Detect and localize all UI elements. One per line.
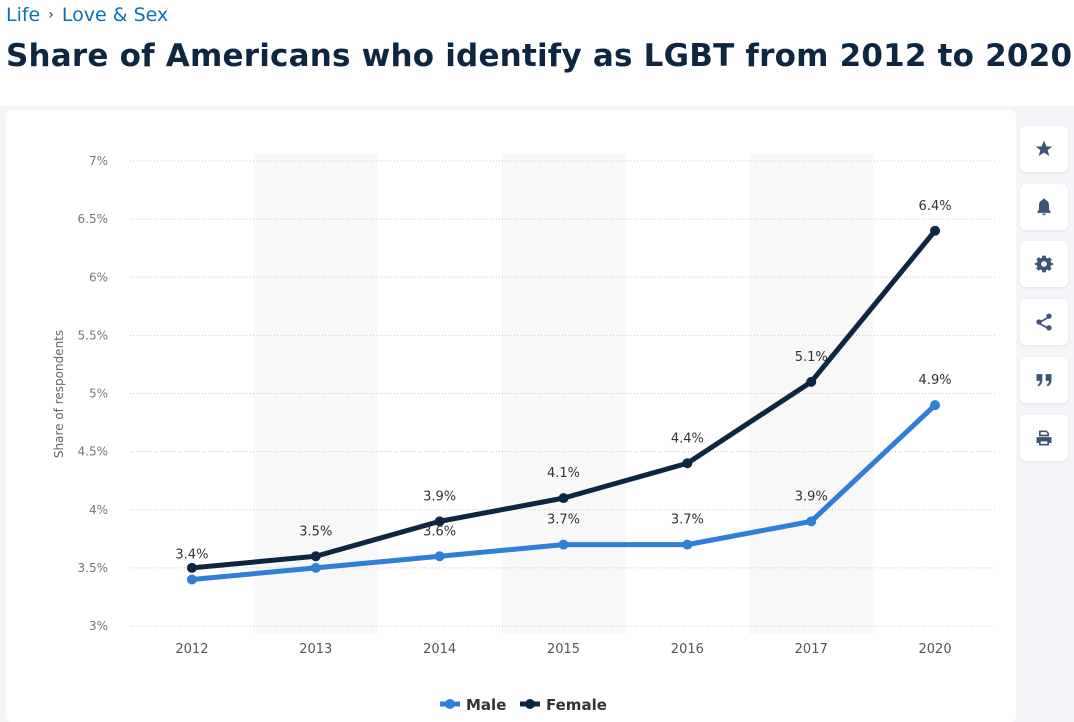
cite-button[interactable] — [1020, 357, 1068, 403]
bell-icon — [1037, 198, 1051, 216]
gear-icon — [1034, 255, 1054, 273]
data-labels: 3.4% 3.6% 3.7% 3.7% 3.9% 4.9% 3.5% 3.9% 4.1% 4.4%… — [175, 199, 951, 563]
x-tick-label: 2020 — [919, 642, 952, 657]
print-button[interactable] — [1020, 415, 1068, 461]
data-point-female — [930, 225, 941, 236]
data-label-male: 3.6% — [423, 524, 456, 539]
data-label-male: 3.7% — [671, 513, 704, 528]
legend-item-female[interactable]: Female — [520, 696, 607, 714]
legend-marker — [445, 699, 455, 709]
data-point-male — [434, 551, 445, 562]
data-label-male: 3.4% — [175, 548, 208, 563]
share-button[interactable] — [1020, 299, 1068, 345]
data-point-male — [930, 400, 941, 411]
data-point-male — [806, 516, 817, 527]
data-label-female: 6.4% — [919, 199, 952, 214]
data-point-female — [310, 551, 321, 562]
settings-button[interactable] — [1020, 241, 1068, 287]
data-point-female — [806, 376, 817, 387]
data-label-female: 5.1% — [795, 350, 828, 365]
data-point-male — [186, 574, 197, 585]
series-lines — [186, 225, 941, 585]
data-point-female — [434, 516, 445, 527]
x-axis-ticks: 2012 2013 2014 2015 2016 2017 2020 — [175, 642, 951, 657]
legend-item-male[interactable]: Male — [440, 696, 506, 714]
data-label-male: 3.7% — [547, 513, 580, 528]
legend[interactable]: Male Female — [440, 696, 607, 714]
x-tick-label: 2012 — [175, 642, 208, 657]
data-point-female — [186, 562, 197, 573]
legend-marker — [525, 699, 535, 709]
y-tick-label: 6% — [89, 270, 108, 284]
y-axis-label: Share of respondents — [52, 330, 66, 458]
grid-lines — [130, 160, 995, 627]
x-tick-label: 2015 — [547, 642, 580, 657]
x-tick-label: 2017 — [795, 642, 828, 657]
y-tick-label: 3% — [89, 619, 108, 633]
notification-button[interactable] — [1020, 184, 1068, 230]
breadcrumb-separator: › — [48, 7, 54, 23]
data-point-male — [310, 562, 321, 573]
y-tick-label: 3.5% — [78, 561, 109, 575]
y-tick-label: 4% — [89, 503, 108, 517]
quote-icon — [1036, 374, 1052, 387]
data-label-female: 4.1% — [547, 466, 580, 481]
legend-label: Female — [546, 696, 607, 714]
share-icon — [1036, 313, 1052, 331]
data-label-male: 4.9% — [919, 373, 952, 388]
page-title: Share of Americans who identify as LGBT … — [6, 38, 1074, 74]
data-point-female — [682, 458, 693, 469]
x-tick-label: 2016 — [671, 642, 704, 657]
y-axis-ticks: 3% 3.5% 4% 4.5% 5% 5.5% 6% 6.5% 7% — [78, 154, 109, 633]
y-tick-label: 7% — [89, 154, 108, 168]
print-icon — [1036, 430, 1052, 446]
breadcrumb-link-life[interactable]: Life — [6, 4, 41, 26]
breadcrumb: Life › Love & Sex — [6, 4, 168, 26]
x-tick-label: 2014 — [423, 642, 456, 657]
data-point-male — [682, 539, 693, 550]
star-icon — [1035, 140, 1053, 157]
data-label-female: 3.5% — [299, 524, 332, 539]
y-tick-label: 4.5% — [78, 445, 109, 459]
x-tick-label: 2013 — [299, 642, 332, 657]
y-tick-label: 5% — [89, 387, 108, 401]
data-point-male — [558, 539, 569, 550]
favorite-button[interactable] — [1020, 126, 1068, 172]
data-label-female: 3.9% — [423, 489, 456, 504]
breadcrumb-link-love-sex[interactable]: Love & Sex — [61, 4, 169, 26]
data-label-male: 3.9% — [795, 489, 828, 504]
legend-label: Male — [466, 696, 506, 714]
y-tick-label: 6.5% — [78, 212, 109, 226]
data-label-female: 4.4% — [671, 431, 704, 446]
y-tick-label: 5.5% — [78, 328, 109, 342]
data-point-female — [558, 493, 569, 504]
